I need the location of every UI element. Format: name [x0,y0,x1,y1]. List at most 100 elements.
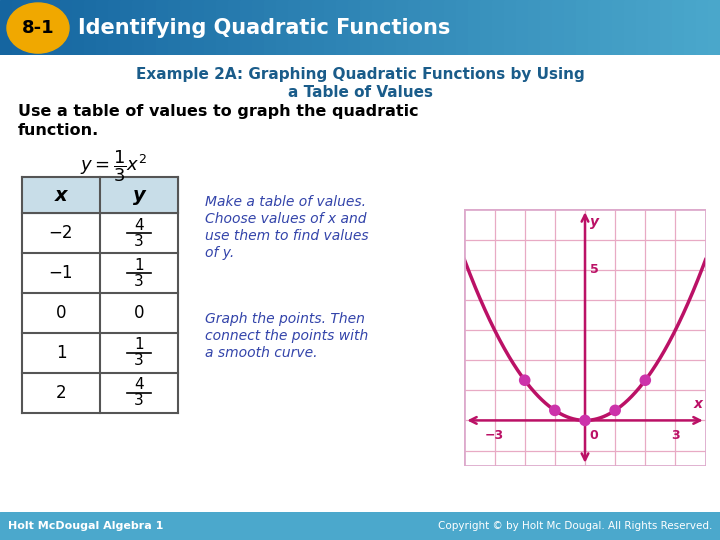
Bar [492,0,505,55]
Bar [552,0,565,55]
Point [579,416,590,425]
Bar [696,0,709,55]
Bar [504,0,517,55]
Bar [588,0,601,55]
Text: −1: −1 [49,264,73,282]
Text: 3: 3 [134,233,144,248]
Bar [264,0,277,55]
Bar [288,0,301,55]
Bar [144,0,157,55]
Text: 1: 1 [134,258,144,273]
Text: y: y [590,215,600,230]
Text: 3: 3 [134,394,144,408]
Bar [420,0,433,55]
Text: Example 2A: Graphing Quadratic Functions by Using: Example 2A: Graphing Quadratic Functions… [135,67,585,82]
Bar [168,0,181,55]
Bar [156,0,169,55]
Text: 4: 4 [134,377,144,393]
Bar [192,0,205,55]
Text: x: x [693,397,703,411]
Text: 8-1: 8-1 [22,19,54,37]
Bar [72,0,85,55]
Bar [636,0,649,55]
Bar [216,0,229,55]
Text: 3: 3 [134,354,144,368]
Bar [120,0,133,55]
Text: −2: −2 [49,224,73,242]
Bar [324,0,337,55]
Text: a smooth curve.: a smooth curve. [205,346,318,360]
Text: Make a table of values.: Make a table of values. [205,195,366,209]
Bar [456,0,469,55]
Bar [612,0,625,55]
Bar [252,0,265,55]
Bar [516,0,529,55]
Bar [480,0,493,55]
Bar [48,0,61,55]
Bar [228,0,241,55]
Bar [396,0,409,55]
Bar [528,0,541,55]
Point [549,406,561,415]
Point [609,406,621,415]
Text: 5: 5 [590,263,598,276]
Bar [600,0,613,55]
Bar [360,0,373,55]
Bar [84,0,97,55]
Bar [708,0,720,55]
Text: 3: 3 [671,429,680,442]
Text: 0: 0 [134,304,144,322]
Text: 1: 1 [55,344,66,362]
Text: function.: function. [18,123,99,138]
Bar [648,0,661,55]
Bar [564,0,577,55]
Bar [60,0,73,55]
Bar [22,177,178,213]
Text: 2: 2 [55,384,66,402]
Text: Holt McDougal Algebra 1: Holt McDougal Algebra 1 [8,521,163,531]
Bar [672,0,685,55]
Text: Use a table of values to graph the quadratic: Use a table of values to graph the quadr… [18,104,418,119]
Text: 4: 4 [134,218,144,233]
Bar [132,0,145,55]
Bar [180,0,193,55]
Bar [12,0,25,55]
Bar [312,0,325,55]
Bar [464,210,706,465]
Text: 3: 3 [134,273,144,288]
Bar [276,0,289,55]
Text: connect the points with: connect the points with [205,329,368,343]
Bar [372,0,385,55]
Bar [36,0,49,55]
Text: x: x [55,186,67,205]
Bar [624,0,637,55]
Text: use them to find values: use them to find values [205,229,369,243]
Text: Choose values of x and: Choose values of x and [205,212,366,226]
Text: −3: −3 [485,429,504,442]
Bar [432,0,445,55]
Bar [240,0,253,55]
Bar [660,0,673,55]
Text: of y.: of y. [205,246,234,260]
Ellipse shape [7,3,69,53]
Text: Copyright © by Holt Mc Dougal. All Rights Reserved.: Copyright © by Holt Mc Dougal. All Right… [438,521,712,531]
Bar [384,0,397,55]
Point [519,376,531,384]
Bar [468,0,481,55]
Bar [348,0,361,55]
Bar [684,0,697,55]
Text: 0: 0 [55,304,66,322]
Text: Graph the points. Then: Graph the points. Then [205,312,365,326]
Point [639,376,651,384]
Bar [300,0,313,55]
Bar [108,0,121,55]
Text: 1: 1 [134,338,144,353]
Bar [96,0,109,55]
Text: $y = \dfrac{1}{3}x^2$: $y = \dfrac{1}{3}x^2$ [80,148,147,184]
Bar [576,0,589,55]
Bar [408,0,421,55]
Text: y: y [132,186,145,205]
Bar [204,0,217,55]
Bar [0,0,13,55]
Text: 0: 0 [590,429,598,442]
